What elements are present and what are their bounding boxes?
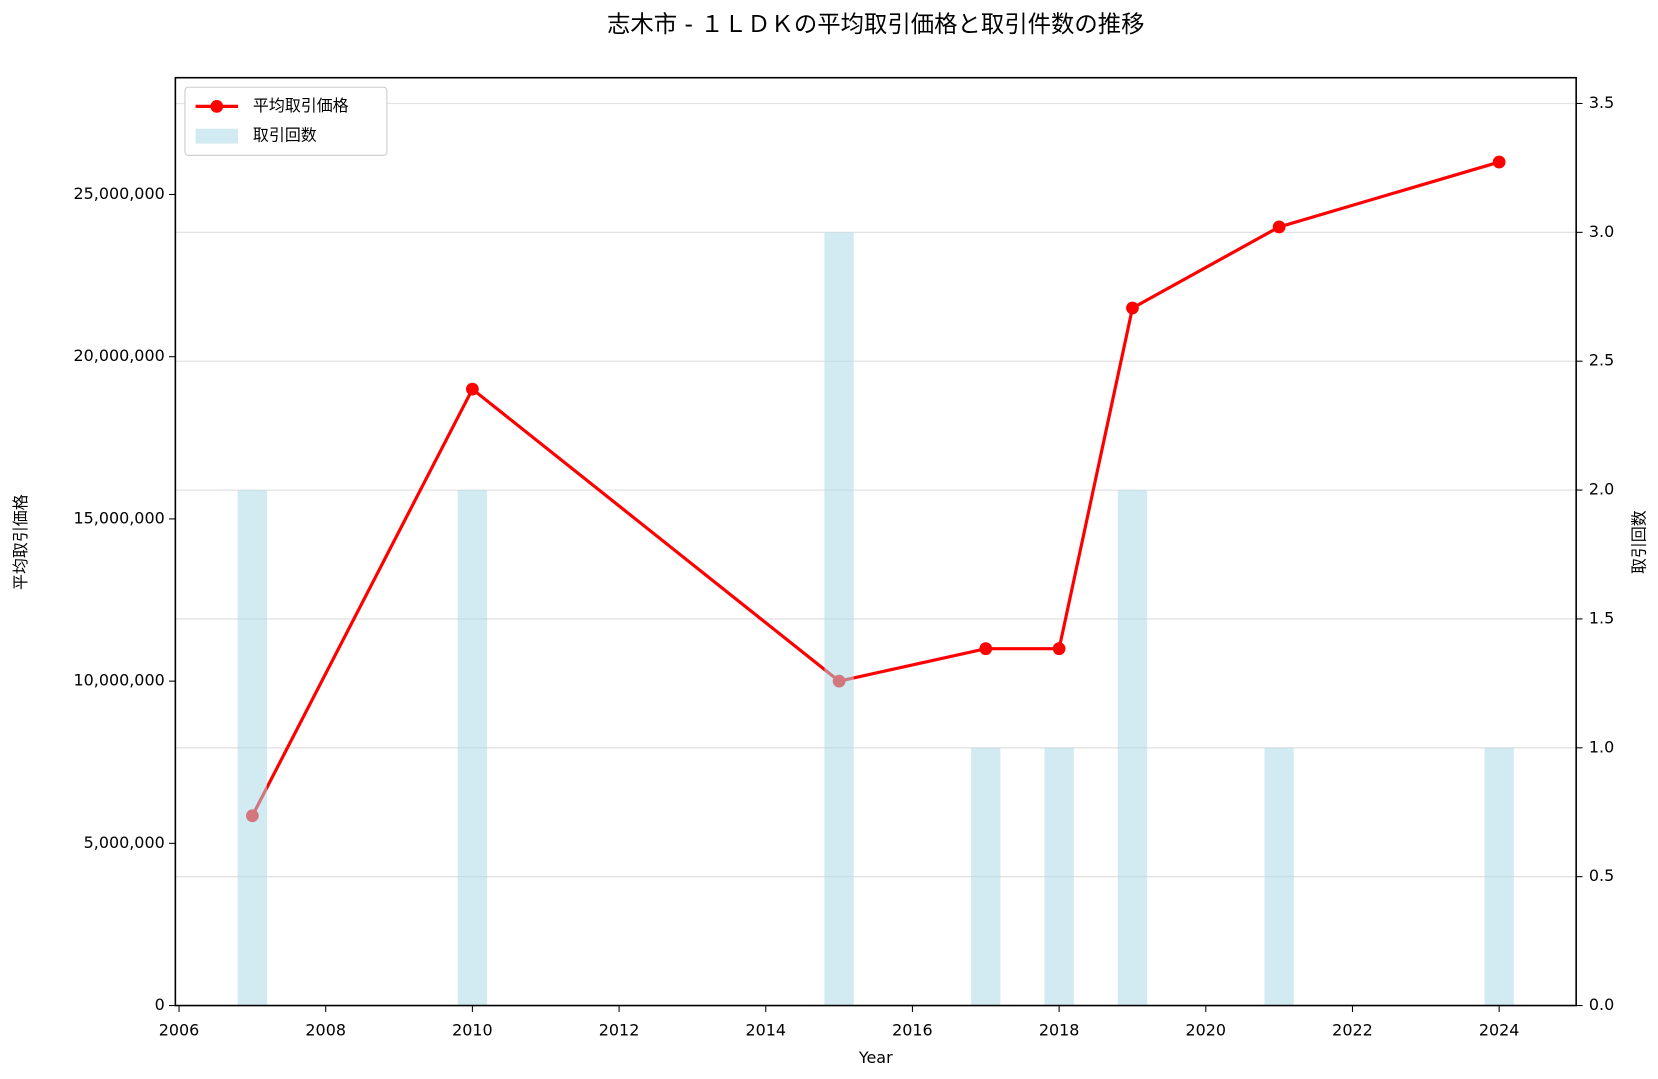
point: [1492, 155, 1506, 169]
y-axis-label: 平均取引価格: [11, 494, 30, 590]
y-tick-label: 0: [155, 995, 165, 1014]
bar: [824, 232, 854, 1006]
point: [1052, 642, 1066, 656]
y2-axis-label: 取引回数: [1629, 510, 1648, 574]
bar: [237, 490, 268, 1006]
line: [250, 160, 1500, 817]
legend-label: 取引回数: [253, 126, 317, 145]
x-tick-label: 2008: [305, 1021, 346, 1040]
x-tick-label: 2022: [1332, 1021, 1373, 1040]
y-tick-label: 5,000,000: [84, 833, 165, 852]
x-tick-label: 2018: [1039, 1021, 1080, 1040]
bar: [1264, 747, 1294, 1006]
bar: [1117, 490, 1148, 1006]
point: [1272, 220, 1286, 234]
y-tick-label: 10,000,000: [73, 671, 164, 690]
x-tick-label: 2024: [1479, 1021, 1520, 1040]
y2-tick-label: 2.0: [1589, 480, 1614, 499]
x-tick-label: 2006: [159, 1021, 200, 1040]
y2-tick-label: 3.0: [1589, 222, 1614, 241]
bar: [1044, 747, 1074, 1006]
point: [979, 642, 993, 656]
y-tick-label: 25,000,000: [73, 184, 164, 203]
y2-tick-label: 1.5: [1589, 608, 1614, 627]
y2-tick-label: 3.5: [1589, 93, 1614, 112]
legend-label: 平均取引価格: [253, 96, 349, 115]
x-tick-label: 2020: [1186, 1021, 1227, 1040]
y-tick-label: 20,000,000: [73, 346, 164, 365]
x-tick-label: 2014: [745, 1021, 786, 1040]
y2-tick-label: 0.5: [1589, 866, 1614, 885]
bar: [1484, 747, 1514, 1006]
y2-tick-label: 0.0: [1589, 995, 1614, 1014]
y2-tick-label: 1.0: [1589, 737, 1614, 756]
x-tick-label: 2010: [452, 1021, 493, 1040]
chart-title: 志木市 - １ＬＤＫの平均取引価格と取引件数の推移: [607, 10, 1145, 38]
point: [466, 382, 479, 396]
bar: [457, 490, 488, 1006]
y-tick-label: 15,000,000: [73, 508, 164, 527]
x-axis-label: Year: [858, 1048, 893, 1067]
y2-tick-label: 2.5: [1589, 351, 1614, 370]
legend-swatch: [195, 128, 239, 144]
x-tick-label: 2016: [892, 1021, 933, 1040]
bar: [971, 747, 1001, 1006]
x-tick-label: 2012: [599, 1021, 640, 1040]
plot-frame: [174, 76, 1577, 1007]
legend-marker: [210, 100, 224, 113]
point: [1126, 301, 1139, 315]
